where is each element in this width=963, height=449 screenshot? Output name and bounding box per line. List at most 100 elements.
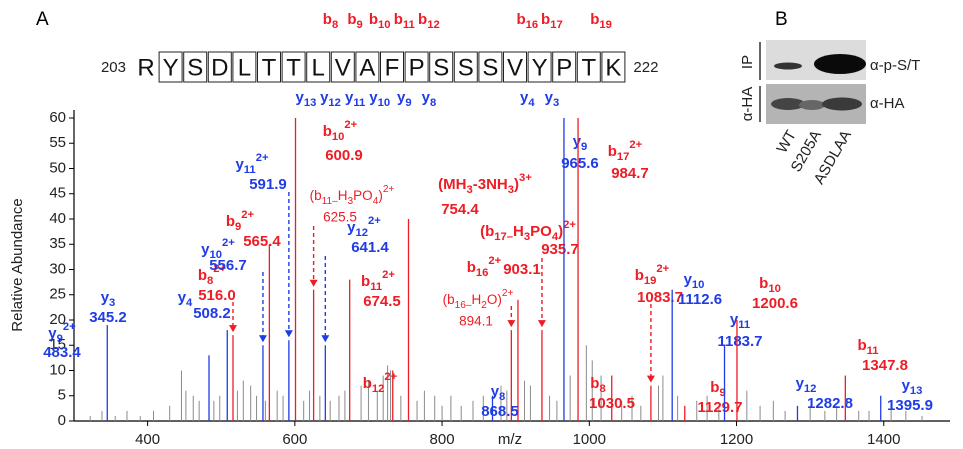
label-part: 19 bbox=[644, 275, 657, 287]
row-label: α-p-S/T bbox=[870, 57, 920, 74]
peak-value-label: 1083.7 bbox=[637, 289, 683, 306]
peak-value-label: 754.4 bbox=[441, 201, 479, 218]
label-part: H bbox=[471, 292, 481, 307]
peak-value-label: 1395.9 bbox=[887, 397, 933, 414]
residue: T bbox=[581, 54, 596, 81]
label-part: 13 bbox=[910, 385, 923, 397]
ion-label: b12 bbox=[418, 11, 440, 31]
residue: T bbox=[286, 54, 301, 81]
ion-label: b92+ bbox=[226, 209, 255, 233]
y-tick-label: 30 bbox=[49, 260, 66, 277]
arrow-head bbox=[538, 320, 546, 327]
peak-value-label: 1200.6 bbox=[752, 295, 798, 312]
residue: S bbox=[482, 54, 498, 81]
label-part: b bbox=[198, 267, 207, 284]
ion-label: y4 bbox=[178, 289, 193, 309]
ion-label: (b11–H3PO4)2+ bbox=[310, 184, 395, 207]
label-part: b bbox=[857, 337, 866, 354]
label-part: 16 bbox=[526, 19, 539, 31]
label-part: 2+ bbox=[222, 237, 235, 249]
ion-label: y122+ bbox=[347, 215, 381, 239]
label-part: 11 bbox=[370, 281, 382, 293]
peak-value-label: 483.4 bbox=[43, 344, 81, 361]
label-part: 11 bbox=[322, 196, 333, 207]
ion-label: b172+ bbox=[608, 139, 643, 163]
ion-label: y10 bbox=[369, 89, 390, 109]
label-part: b bbox=[394, 11, 403, 28]
residue: R bbox=[137, 54, 154, 81]
peak-value-label: 965.6 bbox=[561, 155, 599, 172]
label-part: PO bbox=[530, 223, 552, 240]
label-part: 2+ bbox=[383, 184, 395, 195]
label-part: H bbox=[338, 188, 348, 203]
label-part: 8 bbox=[599, 383, 605, 395]
y-tick-label: 55 bbox=[49, 134, 66, 151]
ion-label: y13 bbox=[902, 377, 923, 397]
label-part: (b bbox=[310, 188, 322, 203]
ion-label: b11 bbox=[394, 11, 415, 31]
peak-value-label: 984.7 bbox=[611, 165, 649, 182]
ion-label: (MH3-3NH3)3+ bbox=[438, 172, 532, 196]
label-part: 10 bbox=[692, 279, 705, 291]
label-part: 11 bbox=[244, 164, 256, 176]
arrow-head bbox=[285, 330, 293, 337]
label-part: 2+ bbox=[63, 321, 76, 333]
residue: T bbox=[262, 54, 277, 81]
ion-label: y11 bbox=[730, 311, 750, 331]
peak-value-label: 674.5 bbox=[363, 293, 401, 310]
x-tick-label: 800 bbox=[430, 431, 455, 448]
label-part: 2+ bbox=[502, 288, 514, 299]
arrow-head bbox=[647, 376, 655, 383]
ion-label: b16 bbox=[516, 11, 538, 31]
x-tick-label: 600 bbox=[282, 431, 307, 448]
ion-label: y92+ bbox=[48, 321, 76, 345]
label-part: (b bbox=[480, 223, 494, 240]
label-part: b bbox=[361, 273, 370, 290]
y-tick-label: 10 bbox=[49, 361, 66, 378]
label-part: 16 bbox=[476, 267, 489, 279]
label-part: 2+ bbox=[384, 371, 397, 383]
label-part: b bbox=[541, 11, 550, 28]
label-part: b bbox=[226, 213, 235, 230]
label-part: b bbox=[759, 275, 768, 292]
label-part: b bbox=[323, 123, 332, 140]
label-part: (MH bbox=[438, 176, 466, 193]
peak-value-label: 1129.7 bbox=[697, 399, 742, 416]
arrow-head bbox=[507, 320, 515, 327]
label-part: 12 bbox=[328, 97, 341, 109]
label-part: 4 bbox=[186, 297, 193, 309]
row-label: α-HA bbox=[870, 95, 905, 112]
label-part: 3+ bbox=[519, 172, 532, 184]
peak-value-label: 1112.6 bbox=[678, 291, 722, 308]
label-part: 10 bbox=[378, 97, 391, 109]
residue: S bbox=[458, 54, 474, 81]
peak-value-label: 894.1 bbox=[459, 314, 493, 329]
label-part: 10 bbox=[768, 283, 781, 295]
ion-label: (b16–H2O)2+ bbox=[443, 288, 514, 311]
label-part: b bbox=[608, 143, 617, 160]
arrow-head bbox=[259, 335, 267, 342]
label-part: 9 bbox=[235, 221, 241, 233]
peak-value-label: 1282.8 bbox=[807, 395, 853, 412]
label-part: 9 bbox=[357, 19, 363, 31]
x-tick-label: 1200 bbox=[720, 431, 753, 448]
residue: F bbox=[385, 54, 400, 81]
figure: A m/z Relative Abundance B IP α-HA α-p-S… bbox=[0, 0, 963, 449]
ion-label: b9 bbox=[347, 11, 362, 31]
residue: Y bbox=[163, 54, 179, 81]
y-tick-label: 0 bbox=[58, 412, 66, 429]
ion-label: y8 bbox=[422, 89, 437, 109]
residue: Y bbox=[532, 54, 548, 81]
x-tick-label: 1400 bbox=[867, 431, 900, 448]
ion-label: y9 bbox=[397, 89, 412, 109]
y-tick-label: 40 bbox=[49, 210, 66, 227]
blot bbox=[760, 40, 866, 124]
side-label: IP bbox=[739, 55, 756, 69]
y-tick-label: 25 bbox=[49, 286, 66, 303]
ion-label: y10 bbox=[684, 271, 705, 291]
residue: A bbox=[359, 54, 375, 81]
ion-label: b11 bbox=[857, 337, 878, 357]
label-part: 2+ bbox=[241, 209, 254, 221]
ion-label: y11 bbox=[345, 89, 365, 109]
label-part: 10 bbox=[378, 19, 391, 31]
